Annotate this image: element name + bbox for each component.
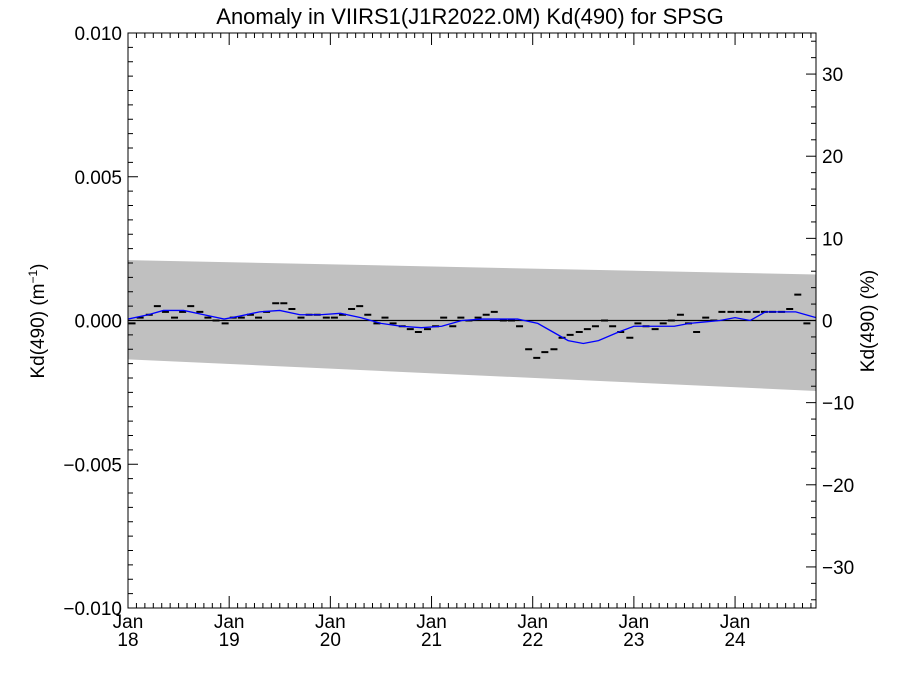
right-y-axis: −30 −20 −10 0 10 20 30 — [806, 40, 854, 601]
x-tick-year-label: 22 — [522, 630, 543, 651]
x-tick-year-label: 18 — [117, 630, 138, 651]
y-axis-label: Kd(490) (m−1) — [26, 263, 49, 378]
y2-tick-label: 30 — [822, 65, 843, 86]
x-tick-year-label: 21 — [421, 630, 442, 651]
x-tick-year-label: 19 — [219, 630, 240, 651]
y2-tick-label: −20 — [822, 476, 854, 497]
x-tick-year-label: 20 — [320, 630, 341, 651]
x-tick-month-label: Jan — [517, 612, 548, 633]
y2-tick-label: 0 — [822, 312, 833, 333]
x-tick-year-label: 24 — [724, 630, 746, 651]
x-tick-month-label: Jan — [315, 612, 346, 633]
y-tick-label: 0.005 — [74, 168, 122, 189]
y-tick-label: 0.010 — [74, 24, 122, 45]
y2-tick-label: 20 — [822, 147, 843, 168]
right-y-axis-label: Kd(490) (%) — [858, 270, 879, 372]
y2-tick-label: 10 — [822, 229, 843, 250]
y-tick-label: −0.005 — [63, 455, 122, 476]
y2-tick-label: −10 — [822, 394, 854, 415]
uncertainty-band — [128, 260, 816, 391]
left-y-axis: −0.010 −0.005 0.000 0.005 0.010 — [63, 24, 138, 620]
y-tick-label: −0.010 — [63, 599, 122, 620]
chart-title: Anomaly in VIIRS1(J1R2022.0M) Kd(490) fo… — [216, 4, 723, 29]
x-tick-month-label: Jan — [416, 612, 447, 633]
plot-area — [127, 260, 817, 391]
x-tick-year-label: 23 — [623, 630, 644, 651]
x-tick-month-label: Jan — [214, 612, 245, 633]
x-tick-month-label: Jan — [720, 612, 751, 633]
y-tick-label: 0.000 — [74, 312, 122, 333]
smoothed-anomaly-line — [127, 309, 817, 345]
x-tick-month-label: Jan — [113, 612, 144, 633]
x-tick-month-label: Jan — [619, 612, 650, 633]
y2-tick-label: −30 — [822, 558, 854, 579]
